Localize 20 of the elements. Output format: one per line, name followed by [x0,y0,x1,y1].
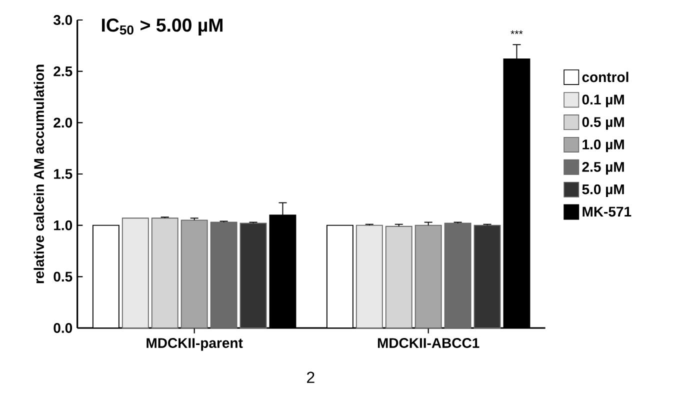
y-tick-label: 2.5 [54,66,72,76]
y-tick-label: 0.0 [54,323,72,333]
legend-label: 0.1 µM [582,94,624,108]
legend-label: control [582,72,628,82]
y-tick-label: 1.5 [54,169,72,179]
legend-label: 5.0 µM [582,184,624,198]
y-tick-label: 3.0 [53,15,72,25]
legend-label: 1.0 µM [582,140,624,152]
y-axis-title: relative calcein AM accumulation [34,64,44,284]
chart-title: IC$_{50}$ > 5.00 µM [102,18,222,36]
legend-label: 0.5 µM [582,117,624,130]
y-tick-label: 1.0 [54,220,72,230]
y-tick-label: 2.0 [54,118,72,128]
legend-label: 2.5 µM [582,162,624,175]
text: 2 [307,372,314,383]
y-tick-label: 0.5 [54,272,72,282]
x-tick-label: MDCKII-parent [146,338,243,351]
annotation: *** [510,30,523,34]
x-tick-label: MDCKII-ABCC1 [378,338,480,348]
legend-label: MK-571 [582,206,632,217]
